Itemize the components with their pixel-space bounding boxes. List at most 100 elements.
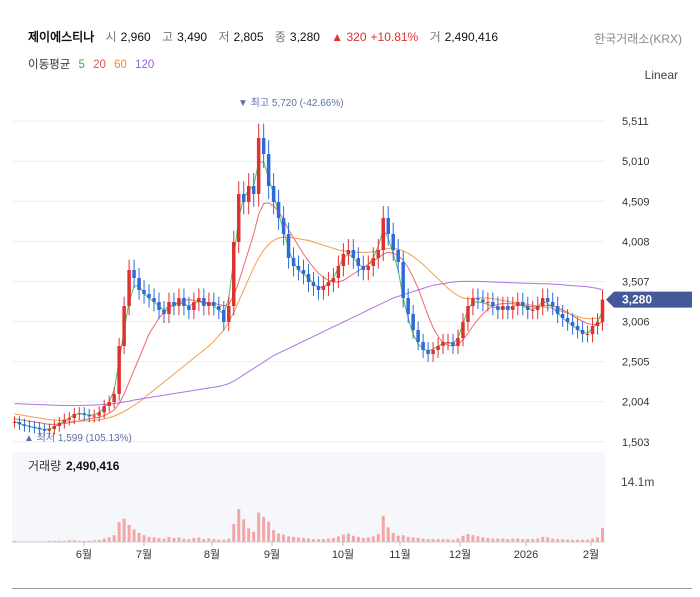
volume-bar: [556, 539, 560, 542]
ma-line-120: [14, 280, 603, 407]
volume-bar: [576, 539, 580, 542]
candle-body: [530, 310, 535, 311]
candle-body: [331, 278, 336, 282]
scale-toggle[interactable]: Linear: [644, 68, 678, 82]
candle-body: [77, 413, 82, 415]
low-label: 저: [218, 30, 230, 44]
candle-body: [266, 154, 271, 186]
candle-body: [222, 310, 226, 322]
candle-body: [486, 302, 490, 303]
candle-body: [162, 310, 166, 314]
volume-bar: [152, 537, 156, 542]
candle-body: [107, 402, 111, 406]
candle-body: [177, 298, 181, 306]
bottom-divider: [12, 588, 692, 589]
x-tick-label: 8월: [204, 548, 220, 561]
volume-bar: [212, 539, 216, 542]
candle-body: [62, 419, 67, 423]
volume-panel: 거래량 2,490,416 14.1m: [12, 452, 654, 542]
volume-bar: [456, 538, 460, 542]
x-tick-label: 11월: [389, 548, 411, 561]
candle-body: [446, 342, 450, 343]
volume-bar: [596, 537, 600, 542]
volume-bar: [132, 529, 136, 542]
volume-bar: [471, 535, 475, 542]
low-value: 2,805: [233, 30, 264, 44]
volume-bar: [12, 540, 16, 542]
volume-bar: [267, 521, 271, 542]
candle-body: [296, 266, 301, 270]
candle-body: [521, 302, 525, 306]
ma-legend-120[interactable]: 120: [135, 59, 155, 71]
volume-bar: [112, 535, 116, 542]
candle-body: [575, 326, 580, 330]
volume-bar: [501, 538, 505, 542]
candle-body: [261, 138, 266, 154]
ma-legend: 이동평균 5 20 60 120: [28, 56, 159, 72]
y-tick-label: 5,010: [622, 156, 650, 168]
volume-bar: [431, 539, 435, 542]
volume-bar: [157, 538, 161, 542]
candle-body: [92, 415, 96, 417]
volume-bar: [531, 539, 535, 542]
change-percent: +10.81%: [370, 30, 419, 44]
stock-name[interactable]: 제이에스티나: [28, 30, 95, 44]
y-tick-label: 2,505: [622, 357, 650, 369]
candle-body: [142, 290, 146, 294]
volume-bar: [321, 539, 325, 542]
volume-bar: [107, 537, 111, 542]
candle-body: [511, 306, 515, 310]
candle-body: [526, 306, 530, 310]
ma-legend-20[interactable]: 20: [93, 59, 106, 71]
candle-body: [321, 286, 326, 290]
x-tick-label: 12월: [449, 548, 471, 561]
volume-bar: [207, 538, 211, 542]
volume-bar: [297, 537, 301, 542]
volume-bar: [82, 540, 86, 542]
volume-bar: [142, 535, 146, 542]
candle-body: [137, 278, 141, 290]
volume-bar: [371, 536, 375, 542]
volume-bar: [67, 540, 71, 542]
x-tick-label: 10월: [332, 548, 354, 561]
change-value: ▲ 320: [331, 30, 367, 44]
volume-bar: [581, 539, 585, 542]
ma-line-5: [14, 161, 603, 431]
y-tick-label: 5,511: [622, 116, 649, 128]
volume-bar: [192, 538, 196, 542]
volume-bar: [521, 539, 525, 542]
volume-bar: [282, 534, 286, 542]
volume-bar: [242, 519, 246, 542]
volume-bar: [411, 537, 415, 542]
volume-bar: [546, 537, 550, 542]
candle-body: [32, 426, 37, 428]
volume-bar: [541, 536, 545, 542]
volume-bar: [287, 536, 291, 542]
candle-body: [97, 412, 101, 416]
candle-body: [456, 338, 460, 346]
volume-bar: [102, 538, 106, 542]
candle-body: [476, 298, 480, 300]
ma-line-60: [14, 236, 603, 422]
x-tick-label: 2월: [583, 548, 599, 561]
volume-bar: [566, 539, 570, 542]
volume-label: 거: [429, 30, 441, 44]
ma-legend-60[interactable]: 60: [114, 59, 127, 71]
y-tick-label: 1,503: [622, 437, 650, 449]
candle-body: [595, 322, 600, 326]
volume-bar: [391, 532, 395, 542]
candle-body: [376, 250, 381, 258]
candle-body: [421, 342, 425, 350]
candle-body: [545, 298, 550, 302]
open-value: 2,960: [120, 30, 151, 44]
volume-bar: [272, 530, 276, 542]
volume-bar: [506, 539, 510, 542]
candle-body: [202, 298, 206, 306]
ma-legend-5[interactable]: 5: [78, 59, 85, 71]
candle-body: [52, 426, 57, 430]
candle-body: [426, 350, 430, 354]
moving-average-lines: [14, 161, 603, 431]
candle-body: [301, 270, 306, 274]
grid-lines: [12, 120, 605, 443]
